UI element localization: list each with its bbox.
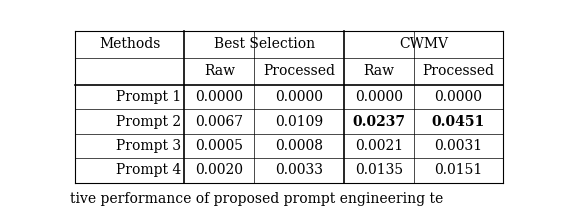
Text: Best Selection: Best Selection: [214, 37, 315, 51]
Text: 0.0005: 0.0005: [195, 139, 243, 153]
Text: Processed: Processed: [263, 64, 335, 78]
Text: 0.0008: 0.0008: [275, 139, 323, 153]
Text: 0.0000: 0.0000: [195, 90, 243, 104]
Text: 0.0000: 0.0000: [275, 90, 323, 104]
Text: Prompt 4: Prompt 4: [116, 163, 181, 177]
Text: 0.0109: 0.0109: [275, 114, 323, 129]
Text: 0.0000: 0.0000: [355, 90, 403, 104]
Text: Methods: Methods: [99, 37, 160, 51]
Text: Raw: Raw: [363, 64, 394, 78]
Text: Raw: Raw: [204, 64, 235, 78]
Text: CWMV: CWMV: [399, 37, 448, 51]
Text: 0.0451: 0.0451: [432, 114, 485, 129]
Text: 0.0237: 0.0237: [352, 114, 405, 129]
Text: 0.0135: 0.0135: [355, 163, 403, 177]
Text: tive performance of proposed prompt engineering te: tive performance of proposed prompt engi…: [70, 192, 444, 207]
Text: 0.0000: 0.0000: [434, 90, 482, 104]
Text: 0.0151: 0.0151: [434, 163, 483, 177]
Text: Prompt 3: Prompt 3: [116, 139, 181, 153]
Text: Processed: Processed: [422, 64, 495, 78]
Text: 0.0020: 0.0020: [195, 163, 243, 177]
Text: Prompt 1: Prompt 1: [116, 90, 181, 104]
Text: 0.0033: 0.0033: [275, 163, 323, 177]
Text: 0.0031: 0.0031: [434, 139, 482, 153]
Text: Prompt 2: Prompt 2: [116, 114, 181, 129]
Text: 0.0067: 0.0067: [195, 114, 244, 129]
Text: 0.0021: 0.0021: [355, 139, 403, 153]
